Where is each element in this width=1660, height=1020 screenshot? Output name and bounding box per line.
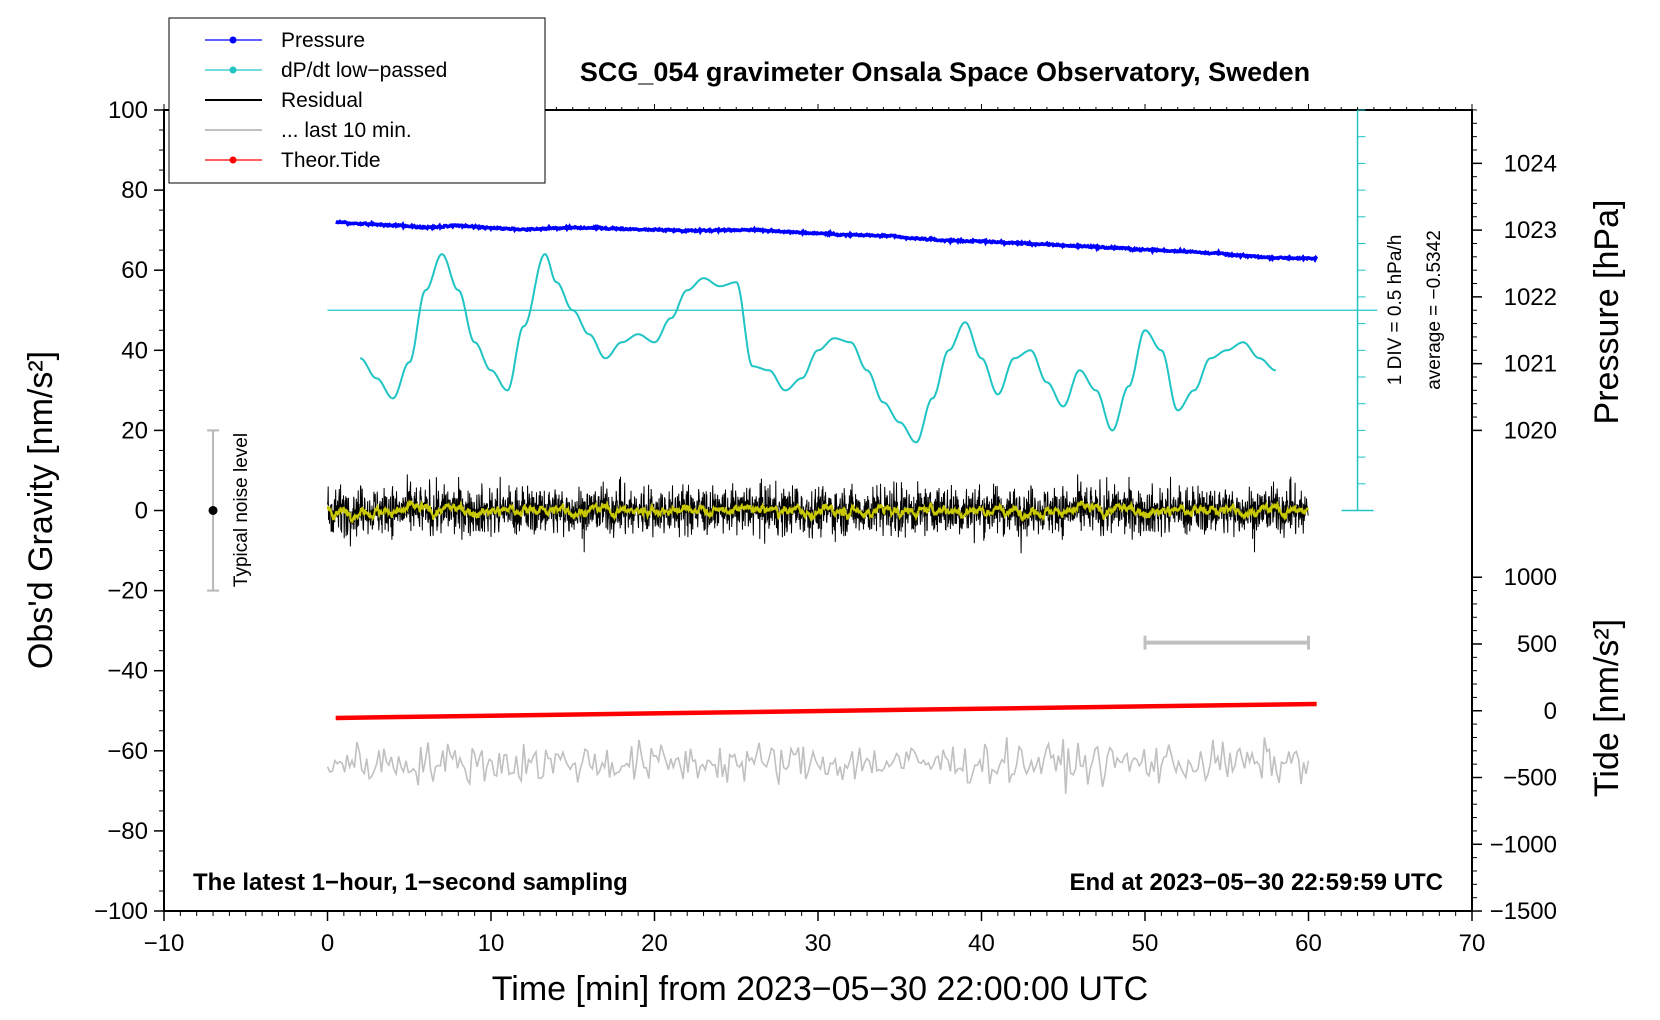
tide-tick-label: 500 [1517, 631, 1557, 658]
series-layer [326, 219, 1319, 794]
pressure-tick-label: 1022 [1504, 284, 1557, 311]
x-tick-label: 30 [805, 930, 832, 957]
legend-pressure-label: Pressure [281, 29, 365, 52]
pressure-line [335, 219, 1319, 263]
background-lines [207, 109, 1378, 650]
x-tick-label: 70 [1459, 930, 1486, 957]
x-tick-label: 50 [1132, 930, 1159, 957]
dpdt-div-label: 1 DIV = 0.5 hPa/h [1385, 235, 1406, 386]
x-tick-label: 20 [641, 930, 668, 957]
residual-smoothed-line [326, 498, 1310, 524]
legend-tide-label: Theor.Tide [281, 149, 381, 172]
legend-last10-label: ... last 10 min. [281, 119, 412, 142]
legend-pressure-dot [229, 36, 237, 44]
dpdt-average-label: average = −0.5342 [1424, 230, 1445, 390]
pressure-tick-label: 1023 [1504, 217, 1557, 244]
x-tick-label: −10 [144, 930, 185, 957]
legend-dpdt-dot [229, 66, 237, 74]
tide-tick-label: −1500 [1490, 898, 1557, 925]
residual-line [327, 474, 1309, 554]
x-tick-label: 40 [968, 930, 995, 957]
end-time-note: End at 2023−05−30 22:59:59 UTC [1069, 869, 1443, 896]
y-tick-label: −60 [107, 738, 148, 765]
sampling-note: The latest 1−hour, 1−second sampling [193, 869, 628, 896]
legend-tide-dot [229, 156, 237, 164]
y-tick-label: 80 [121, 177, 148, 204]
pressure-tick-label: 1024 [1504, 150, 1557, 177]
x-tick-label: 10 [478, 930, 505, 957]
y-tick-label: 40 [121, 337, 148, 364]
tide-tick-label: −1000 [1490, 831, 1557, 858]
y-tick-label: 20 [121, 417, 148, 444]
y-axis-title: Obs'd Gravity [nm/s²] [22, 351, 60, 669]
y-tick-label: 0 [135, 498, 148, 525]
pressure-tick-label: 1021 [1504, 351, 1557, 378]
ticks-layer [154, 104, 1482, 921]
tide-line [335, 701, 1317, 721]
chart-title: SCG_054 gravimeter Onsala Space Observat… [580, 57, 1310, 87]
noise-level-dot [208, 506, 218, 515]
legend-residual-label: Residual [281, 89, 363, 112]
y-tick-label: −20 [107, 578, 148, 605]
y-tick-label: 60 [121, 257, 148, 284]
y-tick-label: −40 [107, 658, 148, 685]
tide-tick-label: −500 [1503, 765, 1557, 792]
tide-tick-label: 1000 [1504, 564, 1557, 591]
dpdt-line [360, 253, 1276, 444]
x-tick-label: 0 [321, 930, 334, 957]
y-tick-label: −100 [94, 898, 148, 925]
legend-dpdt-label: dP/dt low−passed [281, 59, 447, 82]
pressure-axis-title: Pressure [hPa] [1588, 200, 1626, 425]
pressure-tick-label: 1020 [1504, 417, 1557, 444]
last10-line [326, 737, 1310, 794]
noise-level-label: Typical noise level [231, 433, 252, 587]
y-tick-label: 100 [108, 97, 148, 124]
legend: Pressure dP/dt low−passed Residual ... l… [168, 17, 546, 184]
tick-labels: −10 0 10 20 30 40 50 60 70−100−80−60−40−20020406… [94, 97, 1557, 957]
x-tick-label: 60 [1295, 930, 1322, 957]
y-tick-label: −80 [107, 818, 148, 845]
tide-tick-label: 0 [1544, 698, 1557, 725]
x-axis-title: Time [min] from 2023−05−30 22:00:00 UTC [492, 970, 1148, 1008]
tide-axis-title: Tide [nm/s²] [1588, 619, 1626, 797]
